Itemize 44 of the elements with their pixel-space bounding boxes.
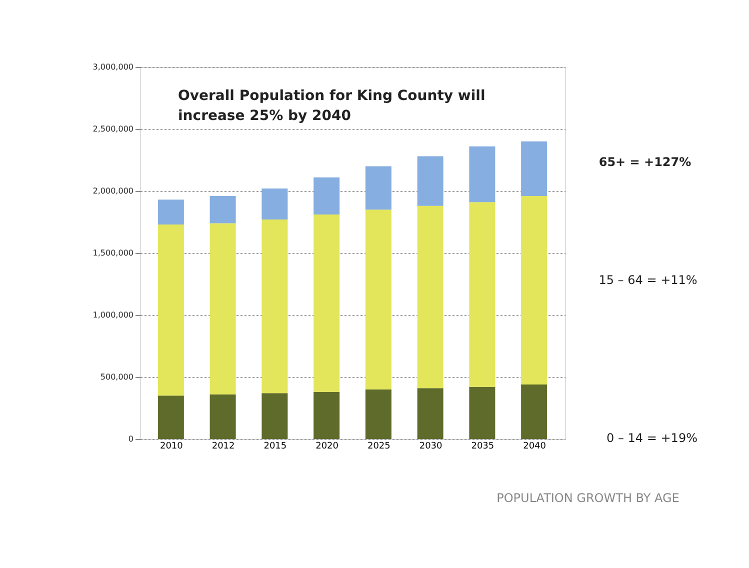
x-tick-label: 2015 — [264, 442, 287, 452]
bar — [469, 146, 496, 202]
bar — [314, 392, 340, 439]
bar — [158, 200, 184, 224]
text: 0 – 14 = +19% — [606, 431, 698, 445]
bar — [210, 196, 236, 224]
bar — [417, 206, 444, 388]
bar — [158, 224, 184, 396]
bar — [521, 384, 548, 439]
bar — [469, 386, 496, 439]
bar — [210, 394, 236, 439]
bar — [158, 396, 184, 439]
bar — [262, 188, 288, 220]
bar — [521, 196, 548, 384]
text: POPULATION GROWTH BY AGE — [496, 491, 680, 505]
bar — [262, 220, 288, 394]
x-tick-label: 2020 — [316, 442, 339, 452]
text: Overall Population for King County will increase 25% by 2040 — [178, 88, 486, 124]
x-tick-label: 2025 — [367, 442, 390, 452]
x-tick-label: 2010 — [160, 442, 184, 452]
y-tick-label: 3,000,000 — [92, 62, 134, 72]
bar — [417, 388, 444, 439]
bar — [365, 389, 392, 439]
y-tick-label: 1,000,000 — [92, 310, 134, 320]
x-tick-label: 2040 — [523, 442, 546, 452]
bar — [314, 177, 340, 215]
bar — [262, 393, 288, 439]
y-tick-label: 500,000 — [100, 372, 134, 382]
bar — [417, 156, 444, 206]
y-tick-label: 2,000,000 — [92, 186, 134, 196]
bar — [314, 214, 340, 392]
bar — [365, 210, 392, 390]
bar — [365, 166, 392, 210]
y-tick-label: 2,500,000 — [92, 124, 134, 134]
bar — [469, 202, 496, 387]
x-tick-label: 2030 — [419, 442, 443, 452]
text: 15 – 64 = +11% — [598, 273, 698, 287]
bar — [521, 141, 548, 196]
x-tick-label: 2012 — [212, 442, 235, 452]
y-tick-label: 1,500,000 — [92, 248, 134, 258]
text: 65+ = +127% — [598, 155, 692, 169]
x-tick-label: 2035 — [471, 442, 494, 452]
y-tick-label: 0 — [128, 434, 134, 444]
bar — [210, 223, 236, 394]
